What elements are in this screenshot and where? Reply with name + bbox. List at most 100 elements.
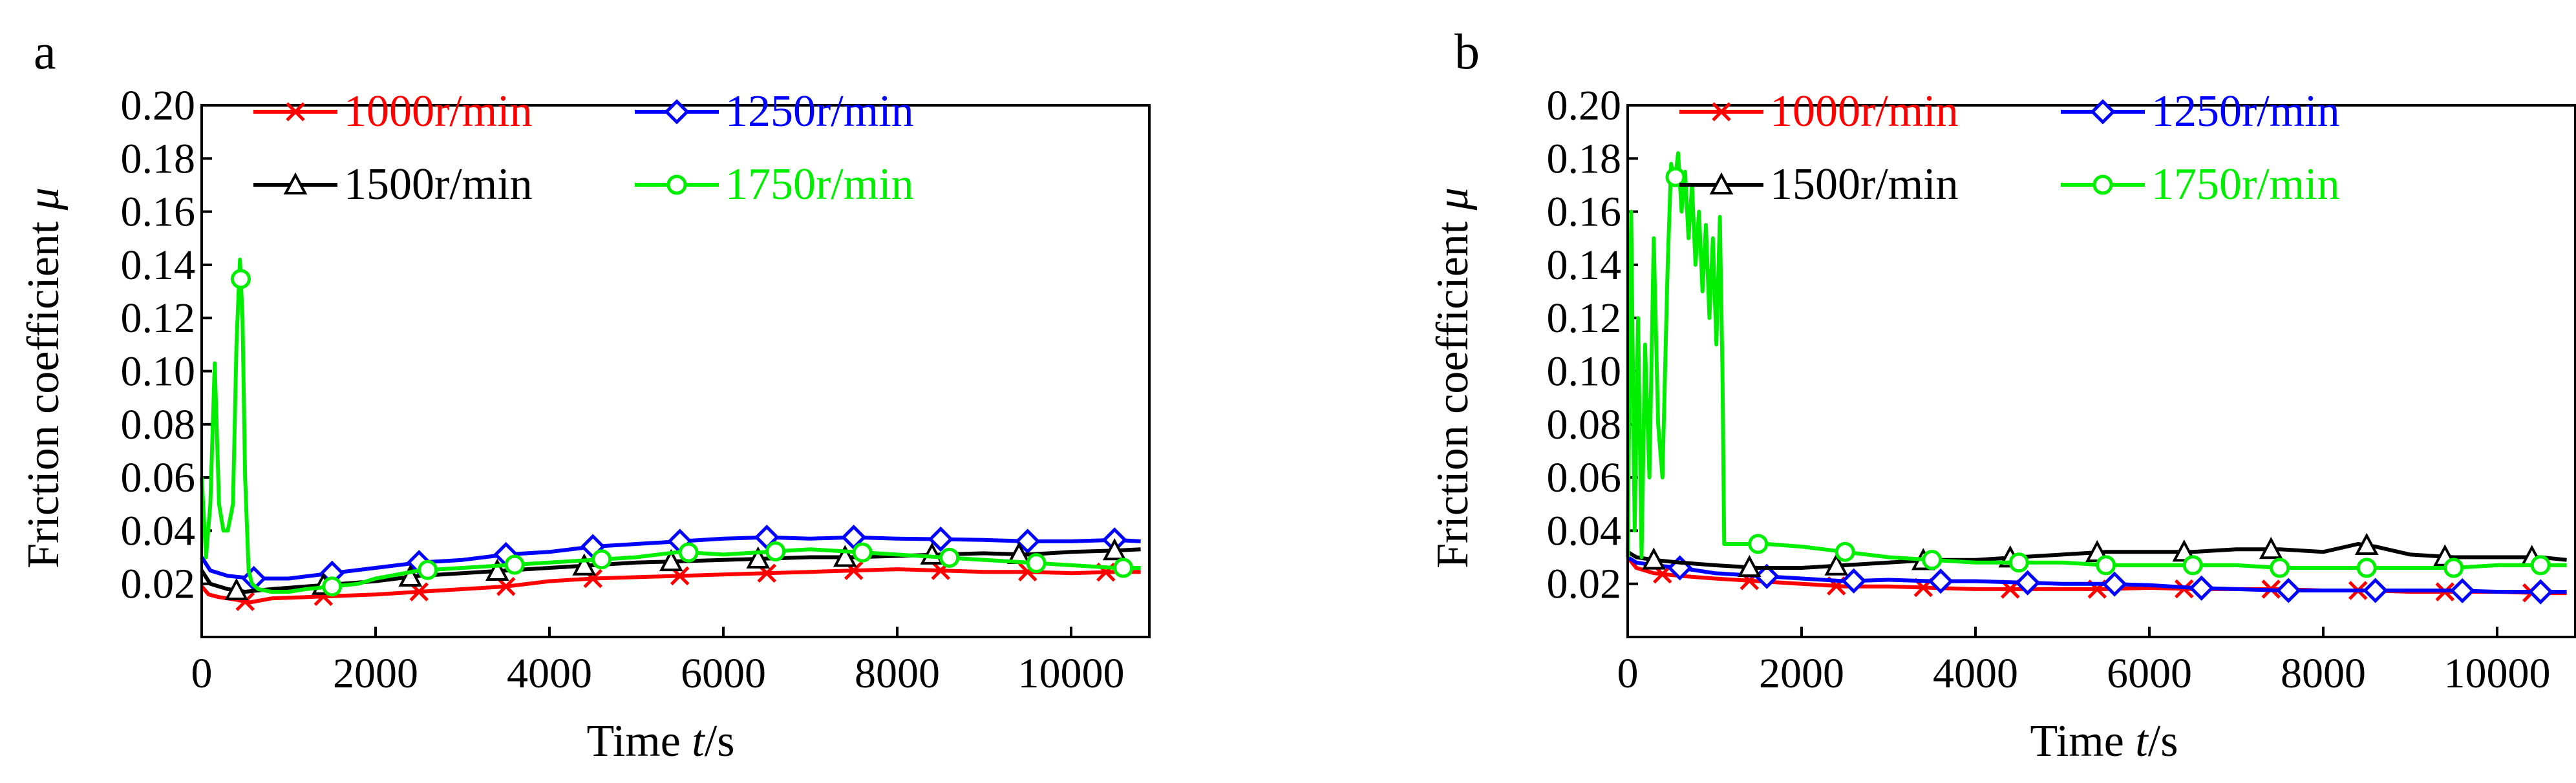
series-marker [572, 553, 597, 576]
series-marker [241, 565, 267, 592]
legend-marker [1709, 172, 1734, 194]
series-marker [398, 564, 423, 587]
y-tick-label: 0.14 [121, 242, 196, 289]
panel-b: b Friction coefficient μ Time t/s 0.020.… [1428, 23, 2576, 766]
series-marker [1928, 569, 1953, 594]
series-marker [2449, 578, 2475, 603]
series-line [200, 535, 1141, 581]
y-tick-label: 0.02 [121, 561, 196, 608]
series-marker [418, 559, 438, 580]
series-marker [2275, 578, 2301, 603]
x-tick-label: 2000 [333, 650, 418, 697]
series-marker [485, 558, 509, 581]
series-marker [746, 546, 771, 569]
series-marker [833, 545, 857, 567]
x-tick-label: 0 [1617, 650, 1639, 697]
y-tick-label: 0.12 [121, 295, 196, 342]
series-line [1626, 151, 2567, 570]
legend-entry: 1500r/min [253, 160, 533, 209]
series-marker [2363, 578, 2389, 603]
panel-b-legend: 1000r/min 1250r/min 1500r/min 1750r/min [1679, 87, 2340, 209]
legend-marker [664, 99, 690, 125]
legend-entry: 1250r/min [635, 87, 914, 136]
series-marker [1922, 550, 1943, 570]
legend-marker [1712, 102, 1731, 121]
panel-b-xlabel: Time t/s [2030, 716, 2178, 766]
x-tick-label: 10000 [1017, 650, 1124, 697]
series-marker [496, 577, 516, 596]
y-tick-label: 0.06 [1547, 454, 1622, 501]
y-tick-label: 0.04 [1547, 507, 1622, 554]
series-line [1626, 542, 2567, 570]
series-marker [1748, 534, 1769, 554]
y-tick-label: 0.10 [1547, 348, 1622, 395]
series-marker [2015, 570, 2041, 596]
series-marker [2356, 558, 2377, 578]
series-1250r-min [200, 525, 1141, 592]
legend-label: 1250r/min [2151, 87, 2340, 136]
panel-a-series [200, 257, 1141, 611]
series-marker [322, 576, 343, 597]
x-tick-label: 4000 [507, 650, 592, 697]
series-1750r-min [1626, 151, 2567, 578]
legend-entry: 1500r/min [1679, 160, 1959, 209]
x-tick-label: 2000 [1759, 650, 1844, 697]
x-tick-label: 8000 [855, 650, 940, 697]
y-tick-label: 0.08 [1547, 401, 1622, 448]
panel-a-legend: 1000r/min 1250r/min 1500r/min 1750r/min [253, 87, 914, 209]
series-marker [939, 547, 960, 568]
legend-entry: 1750r/min [635, 160, 914, 209]
y-tick-label: 0.12 [1547, 295, 1622, 342]
series-marker [678, 542, 699, 563]
series-marker [224, 578, 249, 600]
legend-marker [2092, 174, 2113, 195]
series-marker [928, 527, 953, 552]
series-line [200, 257, 1141, 594]
series-marker [2530, 555, 2551, 576]
series-marker [1113, 558, 1134, 578]
legend-label: 1750r/min [725, 160, 914, 209]
series-marker [2182, 555, 2203, 576]
legend-marker [2090, 99, 2116, 125]
series-marker [765, 541, 786, 561]
y-tick-label: 0.02 [1547, 561, 1622, 608]
x-tick-label: 6000 [681, 650, 766, 697]
series-marker [2189, 575, 2215, 601]
panel-b-ylabel: Friction coefficient μ [1428, 187, 1478, 569]
panel-b-xticks: 0 2000 4000 6000 8000 10000 [1617, 627, 2550, 697]
legend-label: 1750r/min [2151, 160, 2340, 209]
x-tick-label: 6000 [2107, 650, 2192, 697]
y-tick-label: 0.16 [121, 189, 196, 236]
legend-label: 1500r/min [1770, 160, 1959, 209]
panel-b-series [1626, 151, 2567, 605]
y-tick-label: 0.04 [121, 507, 196, 554]
legend-label: 1000r/min [344, 87, 533, 136]
series-marker [2259, 536, 2283, 559]
y-tick-label: 0.16 [1547, 189, 1622, 236]
series-marker [231, 269, 251, 289]
series-1250r-min [1626, 555, 2567, 605]
series-marker [1642, 547, 1666, 570]
series-line [1626, 555, 2567, 594]
y-tick-label: 0.08 [121, 401, 196, 448]
y-tick-label: 0.06 [121, 454, 196, 501]
legend-marker [666, 174, 687, 195]
x-tick-label: 10000 [2443, 650, 2550, 697]
series-marker [2270, 558, 2290, 578]
series-marker [2102, 571, 2127, 597]
legend-label: 1500r/min [344, 160, 533, 209]
series-marker [1835, 541, 1855, 562]
series-marker [1015, 528, 1041, 554]
x-tick-label: 0 [191, 650, 213, 697]
series-marker [659, 548, 683, 572]
legend-marker [283, 172, 308, 194]
panel-a-yticks: 0.02 0.04 0.06 0.08 0.10 0.12 0.14 0.16 0.18 0.20 [121, 82, 212, 608]
y-tick-label: 0.18 [1547, 135, 1622, 182]
legend-marker [286, 102, 305, 121]
legend-entry: 1000r/min [253, 87, 533, 136]
legend-label: 1000r/min [1770, 87, 1959, 136]
series-marker [2008, 552, 2029, 573]
series-marker [1737, 554, 1762, 578]
y-tick-label: 0.20 [121, 82, 196, 129]
